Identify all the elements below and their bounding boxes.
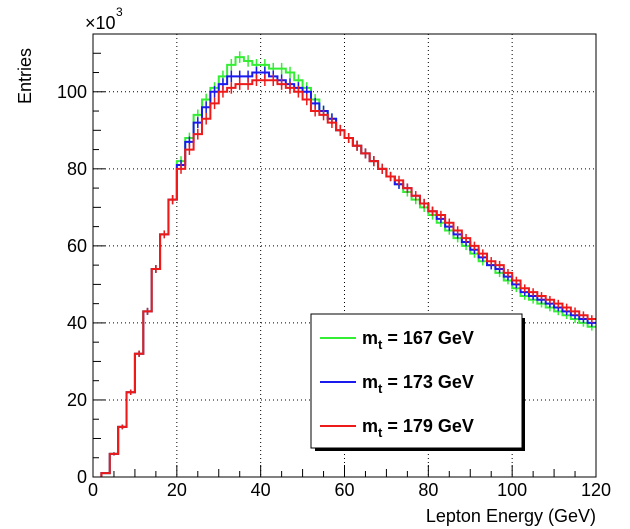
- series-layer: [100, 51, 596, 477]
- y-tick-label: 40: [67, 313, 87, 333]
- axes: 0 20 40 60 80 100 120 0 20 40 60 80 100: [57, 52, 611, 500]
- legend-label: mt = 167 GeV: [362, 328, 474, 352]
- legend-label: mt = 173 GeV: [362, 372, 474, 396]
- x-tick-label: 100: [497, 480, 527, 500]
- y-multiplier-exponent: 3: [116, 5, 123, 19]
- y-tick-label: 0: [77, 467, 87, 487]
- legend-shadow-right: [522, 318, 525, 451]
- y-tick-label: 100: [57, 82, 87, 102]
- legend: mt = 167 GeV mt = 173 GeV mt = 179 GeV: [310, 313, 525, 451]
- y-tick-label: 60: [67, 236, 87, 256]
- legend-entry: mt = 167 GeV: [320, 328, 474, 352]
- legend-entry: mt = 173 GeV: [320, 372, 474, 396]
- y-tick-label: 20: [67, 390, 87, 410]
- y-axis-title: Entries: [15, 48, 35, 104]
- series-3: [100, 74, 596, 477]
- y-tick-label: 80: [67, 159, 87, 179]
- x-tick-label: 120: [581, 480, 611, 500]
- legend-entry: mt = 179 GeV: [320, 416, 474, 440]
- x-tick-label: 80: [418, 480, 438, 500]
- y-multiplier-label: ×10: [85, 13, 116, 33]
- legend-shadow-bottom: [315, 448, 525, 451]
- x-tick-label: 0: [88, 480, 98, 500]
- x-tick-label: 60: [334, 480, 354, 500]
- legend-label: mt = 179 GeV: [362, 416, 474, 440]
- x-axis-title: Lepton Energy (GeV): [426, 506, 596, 526]
- x-tick-label: 20: [167, 480, 187, 500]
- x-tick-label: 40: [251, 480, 271, 500]
- series-line: [100, 79, 596, 477]
- legend-entries: mt = 167 GeV mt = 173 GeV mt = 179 GeV: [320, 328, 474, 440]
